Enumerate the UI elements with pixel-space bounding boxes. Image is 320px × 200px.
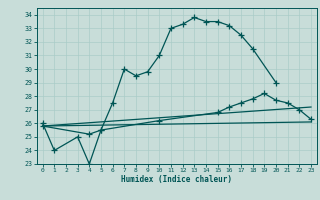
X-axis label: Humidex (Indice chaleur): Humidex (Indice chaleur) xyxy=(121,175,232,184)
